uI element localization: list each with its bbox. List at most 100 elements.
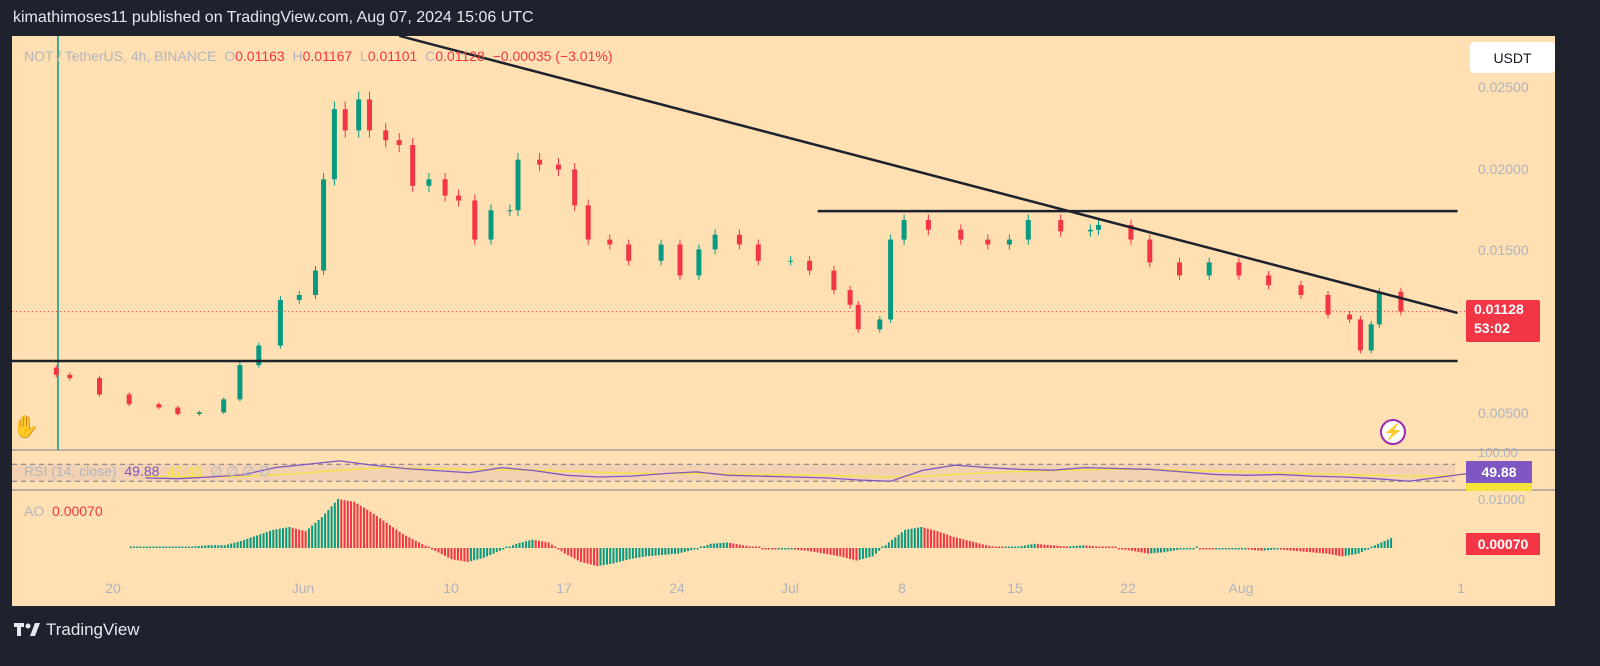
ao-bar: [1160, 548, 1163, 553]
ao-bar: [1130, 548, 1133, 551]
x-tick-label: 10: [443, 580, 459, 596]
ao-bar: [129, 546, 132, 548]
ao-bar: [379, 518, 382, 548]
ao-bar: [1101, 546, 1104, 548]
chart-panel[interactable]: [12, 36, 1555, 606]
ao-bar: [139, 546, 142, 548]
candle: [507, 210, 513, 212]
y-tick-label: 0.00500: [1478, 405, 1529, 421]
ao-bar: [677, 548, 680, 554]
ao-bar: [661, 548, 664, 555]
symbol-name[interactable]: NOT / TetherUS, 4h, BINANCE: [24, 48, 217, 64]
candle: [97, 378, 102, 395]
ao-bar: [385, 522, 388, 548]
candle: [196, 412, 202, 414]
ao-bar: [1341, 548, 1344, 557]
ao-bar: [1040, 544, 1043, 548]
ao-bar: [301, 530, 304, 548]
candle: [313, 270, 318, 296]
ao-bar: [751, 546, 754, 548]
candle: [321, 179, 327, 271]
ao-bar: [836, 548, 839, 556]
x-tick-label: 22: [1120, 580, 1136, 596]
tradingview-logo[interactable]: TradingView: [14, 620, 140, 640]
ao-bar: [1072, 546, 1075, 548]
ao-bar: [236, 541, 239, 548]
ao-bar: [1283, 548, 1286, 550]
ao-bar: [1386, 539, 1389, 548]
ao-bar: [936, 531, 939, 548]
ao-bar: [923, 527, 926, 548]
candle: [925, 220, 931, 230]
ao-bar: [162, 546, 165, 548]
rsi-legend-title[interactable]: RSI (14, close): [24, 463, 117, 479]
candle: [888, 239, 894, 320]
ao-bar: [1218, 548, 1221, 550]
ao-bar: [337, 499, 340, 548]
ao-bar: [132, 546, 135, 548]
ao-bar: [1247, 548, 1250, 550]
ao-bar: [220, 545, 223, 548]
ao-bar: [541, 541, 544, 548]
ao-bar: [1344, 548, 1347, 556]
brand-name: TradingView: [46, 620, 140, 639]
x-tick-label: 8: [898, 580, 906, 596]
currency-button[interactable]: USDT: [1470, 42, 1555, 73]
ao-bar: [421, 544, 424, 548]
ao-bar: [262, 533, 265, 548]
ao-bar: [1062, 546, 1065, 548]
lightning-icon[interactable]: ⚡: [1380, 419, 1406, 445]
ao-bar: [1182, 548, 1185, 550]
candle: [1006, 239, 1012, 245]
ao-bar: [1234, 548, 1237, 550]
x-tick-label: Jun: [291, 580, 315, 596]
ao-bar: [628, 548, 631, 560]
ao-bar: [1020, 546, 1023, 548]
ao-bar: [256, 535, 259, 548]
x-tick-label: Jul: [781, 580, 799, 596]
ao-bar: [246, 538, 249, 548]
trendline-descending: [398, 34, 1458, 315]
last-price-value: 0.01128: [1474, 301, 1524, 317]
candle: [736, 234, 742, 245]
ao-bar: [178, 546, 181, 548]
rsi-legend-extra: ∅ ∅ ∅ ∅: [210, 463, 271, 479]
candle: [1347, 314, 1353, 320]
ao-bar: [1263, 548, 1266, 551]
ao-bar: [709, 543, 712, 548]
ao-bar: [580, 548, 583, 562]
ao-bar: [427, 546, 430, 548]
ao-bar: [145, 546, 148, 548]
candle: [755, 244, 761, 261]
ao-bar: [226, 544, 229, 548]
candle: [442, 179, 448, 196]
ao-bar: [913, 528, 916, 548]
ao-bar: [612, 548, 615, 564]
ao-bar: [197, 546, 200, 548]
ao-bar: [1059, 546, 1062, 548]
candle: [696, 249, 702, 276]
ao-bar: [311, 525, 314, 548]
ao-bar: [755, 546, 758, 548]
ao-bar: [670, 548, 673, 555]
ao-bar: [1351, 548, 1354, 555]
candle: [1236, 262, 1242, 276]
ao-bar: [586, 548, 589, 564]
ao-bar: [424, 545, 427, 548]
ao-bar: [1023, 545, 1026, 548]
ao-bar: [431, 548, 434, 550]
ao-bar: [680, 548, 683, 553]
x-tick-label: 1: [1457, 580, 1465, 596]
ao-bar: [278, 528, 281, 548]
ao-bar: [537, 540, 540, 548]
ao-bar: [1318, 548, 1321, 554]
ao-bar: [230, 543, 233, 548]
candle: [331, 109, 337, 180]
ao-legend-title[interactable]: AO: [24, 503, 45, 519]
ao-bar: [648, 548, 651, 557]
ao-bar: [463, 548, 466, 562]
candle: [1128, 224, 1134, 240]
ao-bar: [615, 548, 618, 563]
ao-bar: [411, 539, 414, 548]
